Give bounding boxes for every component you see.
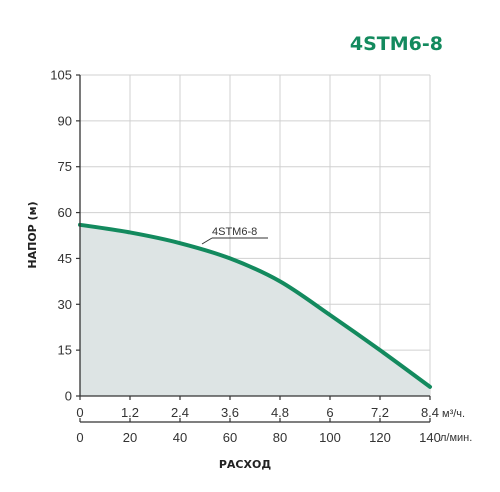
x-tick-label-secondary: 20 bbox=[123, 430, 137, 445]
x-tick-label-secondary: 0 bbox=[76, 430, 83, 445]
x-tick-label-primary: 2.4 bbox=[171, 405, 189, 420]
x-tick-label-secondary: 40 bbox=[173, 430, 187, 445]
grid bbox=[80, 74, 431, 396]
series-label: 4STM6-8 bbox=[212, 226, 257, 238]
series-label-group: 4STM6-8 bbox=[201, 226, 268, 245]
x-tick-labels-primary: 0 1.2 2.4 3.6 4.8 6 7.2 8.4 bbox=[76, 396, 439, 420]
y-tick-label: 105 bbox=[50, 68, 72, 83]
y-tick-label: 45 bbox=[58, 251, 72, 266]
x-tick-label-secondary: 60 bbox=[223, 430, 237, 445]
series-label-leader bbox=[201, 237, 213, 245]
x-tick-label-primary: 4.8 bbox=[271, 405, 289, 420]
series-area bbox=[80, 224, 430, 396]
x-tick-label-primary: 1.2 bbox=[121, 405, 139, 420]
x-unit-primary: м³/ч. bbox=[442, 408, 465, 420]
x-tick-label-secondary: 80 bbox=[273, 430, 287, 445]
x-tick-label-secondary: 120 bbox=[369, 430, 391, 445]
chart-title: 4STM6-8 bbox=[350, 33, 443, 55]
y-tick-label: 90 bbox=[58, 113, 72, 128]
y-tick-labels: 0 15 30 45 60 75 90 105 bbox=[50, 68, 80, 404]
x-tick-label-secondary: 140 bbox=[419, 430, 441, 445]
x-unit-secondary: л/мин. bbox=[440, 432, 472, 444]
x-axis-label: РАСХОД bbox=[219, 458, 271, 471]
y-tick-label: 60 bbox=[58, 205, 72, 220]
x-tick-label-primary: 0 bbox=[76, 405, 83, 420]
y-tick-label: 0 bbox=[65, 389, 72, 404]
y-tick-label: 15 bbox=[58, 343, 72, 358]
x-tick-label-primary: 8.4 bbox=[421, 405, 439, 420]
series-line bbox=[78, 222, 432, 389]
y-axis-label: НАПОР (м) bbox=[26, 201, 39, 268]
x-tick-label-primary: 6 bbox=[326, 405, 333, 420]
x-tick-label-primary: 3.6 bbox=[221, 405, 239, 420]
x-tick-label-primary: 7.2 bbox=[371, 405, 389, 420]
y-tick-label: 30 bbox=[58, 297, 72, 312]
y-tick-label: 75 bbox=[58, 159, 72, 174]
x-tick-labels-secondary: 0 20 40 60 80 100 120 140 bbox=[76, 418, 441, 445]
x-tick-label-secondary: 100 bbox=[319, 430, 341, 445]
